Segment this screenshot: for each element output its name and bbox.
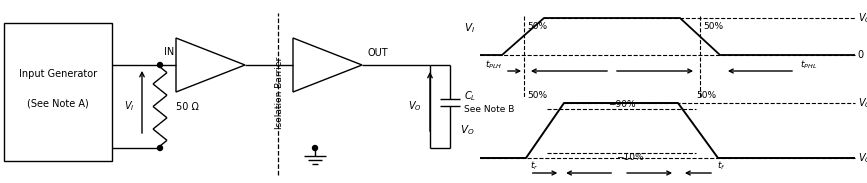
Text: $V_O$: $V_O$: [460, 124, 475, 137]
Circle shape: [312, 145, 317, 150]
Text: −10%: −10%: [616, 153, 643, 162]
Text: 0 V: 0 V: [858, 50, 867, 60]
Text: $V_{OL}$: $V_{OL}$: [858, 151, 867, 165]
Text: 50%: 50%: [527, 22, 547, 31]
Text: $V_I$: $V_I$: [464, 22, 475, 35]
Circle shape: [158, 145, 162, 150]
Text: $V_{OH}$: $V_{OH}$: [858, 96, 867, 110]
Text: See Note B: See Note B: [464, 105, 514, 114]
Text: 50%: 50%: [696, 91, 716, 100]
Circle shape: [158, 63, 162, 68]
Text: 50%: 50%: [527, 91, 547, 100]
Text: IN: IN: [164, 47, 174, 57]
Text: $V_{CCI}$: $V_{CCI}$: [858, 11, 867, 25]
Text: −90%: −90%: [608, 100, 636, 109]
Text: Isolation Barrier: Isolation Barrier: [275, 57, 284, 129]
Text: $C_L$: $C_L$: [464, 90, 476, 103]
Text: $t_r$: $t_r$: [530, 160, 538, 172]
Bar: [4, 23, 112, 161]
Text: 50 Ω: 50 Ω: [176, 102, 199, 111]
Text: 50%: 50%: [703, 22, 723, 31]
Text: Input Generator: Input Generator: [19, 69, 97, 79]
Text: OUT: OUT: [368, 48, 388, 58]
Text: $V_I$: $V_I$: [123, 100, 134, 113]
Text: $t_{PHL}$: $t_{PHL}$: [800, 59, 818, 71]
Text: $V_O$: $V_O$: [408, 100, 422, 113]
Text: $t_f$: $t_f$: [717, 160, 726, 172]
Text: (See Note A): (See Note A): [27, 98, 89, 108]
Text: $t_{PLH}$: $t_{PLH}$: [485, 59, 503, 71]
